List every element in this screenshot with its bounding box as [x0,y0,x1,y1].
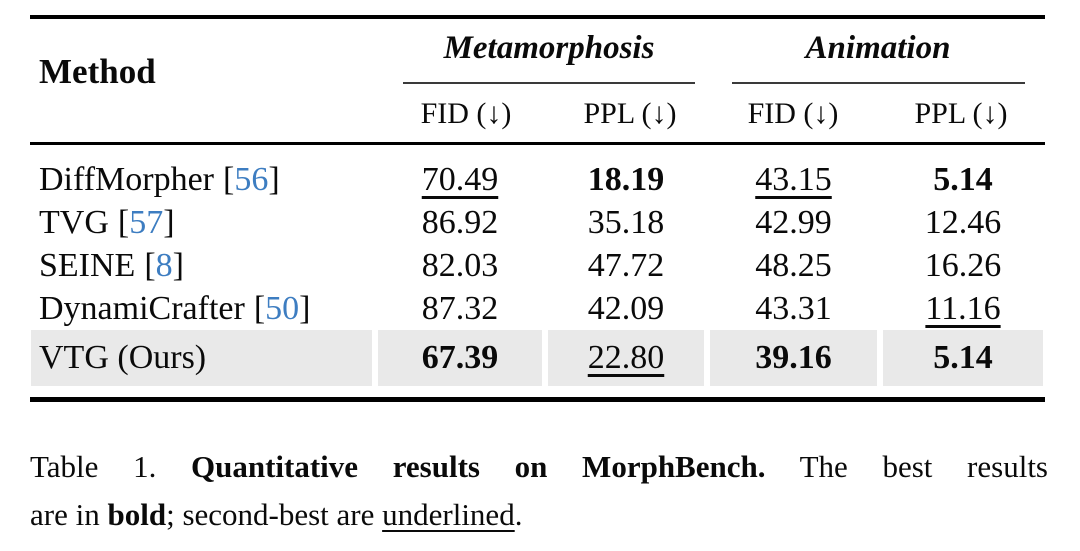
metric-value: 70.49 [421,160,499,198]
citation-open-bracket: [ [223,160,235,198]
metric-value: 16.26 [924,246,1002,284]
subheader-ppl-animation: PPL (↓) [914,97,1008,130]
caption-line-1: Table 1. Quantitative results on MorphBe… [30,443,1048,491]
caption-line-2: are in bold; second-best are underlined. [30,491,1048,539]
value-cell: 87.32 [378,287,542,330]
value-cell: 22.80 [548,330,704,386]
metric-value: 35.18 [587,203,665,241]
value-cell: 43.31 [710,287,877,330]
citation-open-bracket: [ [253,289,266,327]
caption-segment: are in [30,497,108,532]
value-cell: 42.99 [710,201,877,244]
value-cell: 5.14 [883,330,1043,386]
value-cell: 67.39 [378,330,542,386]
metric-value: 42.09 [587,289,665,327]
value-cell: 18.19 [548,158,704,201]
citation-link[interactable]: 56 [234,160,269,198]
caption-segment: . [514,497,523,532]
metric-value: 12.46 [924,203,1002,241]
method-name: DiffMorpher [39,160,214,198]
metric-value: 11.16 [925,289,1001,327]
subheader-ppl-metamorphosis: PPL (↓) [583,97,677,130]
citation-link[interactable]: 50 [265,289,300,327]
caption-segment: underlined [382,497,515,532]
metric-value: 48.25 [755,246,832,284]
top-rule [30,15,1045,19]
metric-value: 82.03 [421,246,499,284]
citation-close-bracket: ] [299,289,311,327]
metric-value: 22.80 [587,339,665,376]
caption-segment: Quantitative results on MorphBench. [191,449,766,484]
caption-segment: Table 1. [30,449,191,484]
table-caption: Table 1. Quantitative results on MorphBe… [30,443,1048,539]
method-name: TVG [39,203,109,241]
column-header-method: Method [39,52,156,91]
value-cell: 16.26 [883,244,1043,287]
method-cell: DynamiCrafter[50] [31,287,372,330]
metric-value: 43.15 [755,160,832,198]
value-cell: 39.16 [710,330,877,386]
method-cell: TVG[57] [31,201,372,244]
value-cell: 5.14 [883,158,1043,201]
cmidrule-animation [732,82,1025,84]
citation-close-bracket: ] [172,246,184,284]
method-cell: SEINE[8] [31,244,372,287]
metric-value: 5.14 [933,160,993,198]
metric-value: 39.16 [755,339,832,376]
mid-rule [30,142,1045,145]
value-cell: 48.25 [710,244,877,287]
method-name: DynamiCrafter [39,289,245,327]
results-table: DiffMorpher[56] 70.49 18.19 43.15 5.14 T… [31,158,1043,386]
value-cell: 35.18 [548,201,704,244]
metric-value: 86.92 [421,203,499,241]
cmidrule-metamorphosis [403,82,695,84]
method-name: SEINE [39,246,136,284]
citation-link[interactable]: 57 [129,203,164,241]
method-name: VTG (Ours) [39,339,207,376]
method-cell: DiffMorpher[56] [31,158,372,201]
metric-value: 67.39 [421,339,499,376]
bottom-rule [30,397,1045,402]
group-header-animation: Animation [805,30,951,66]
metric-value: 47.72 [587,246,665,284]
subheader-fid-metamorphosis: FID (↓) [420,97,512,130]
method-cell-ours: VTG (Ours) [31,330,372,386]
citation-open-bracket: [ [117,203,130,241]
caption-segment: The best results [765,449,1048,484]
value-cell: 86.92 [378,201,542,244]
value-cell: 42.09 [548,287,704,330]
citation-open-bracket: [ [144,246,156,284]
value-cell: 11.16 [883,287,1043,330]
value-cell: 70.49 [378,158,542,201]
value-cell: 82.03 [378,244,542,287]
subheader-fid-animation: FID (↓) [747,97,839,130]
citation-close-bracket: ] [163,203,175,241]
value-cell: 47.72 [548,244,704,287]
value-cell: 12.46 [883,201,1043,244]
value-cell: 43.15 [710,158,877,201]
metric-value: 18.19 [587,160,665,198]
caption-segment: bold [107,497,167,532]
citation-link[interactable]: 8 [155,246,173,284]
citation-close-bracket: ] [268,160,280,198]
group-header-metamorphosis: Metamorphosis [443,30,655,66]
metric-value: 5.14 [933,339,993,376]
metric-value: 87.32 [421,289,499,327]
metric-value: 42.99 [755,203,832,241]
caption-segment: ; second-best are [166,497,383,532]
metric-value: 43.31 [755,289,832,327]
